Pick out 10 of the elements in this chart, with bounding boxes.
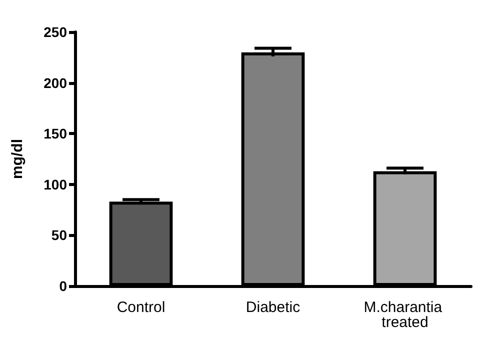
y-axis-title: mg/dl xyxy=(9,139,26,179)
y-tick-label: 0 xyxy=(59,278,68,294)
y-tick-label: 250 xyxy=(44,24,68,40)
x-tick-label: Control xyxy=(116,299,166,316)
x-tick-label: Diabetic xyxy=(246,299,301,316)
y-tick-label: 200 xyxy=(44,74,68,91)
x-tick-label: M.charantia treated xyxy=(364,299,446,331)
y-tick-label: 50 xyxy=(51,227,68,244)
y-tick-label: 150 xyxy=(44,126,68,142)
y-tick-label: 100 xyxy=(44,176,68,192)
